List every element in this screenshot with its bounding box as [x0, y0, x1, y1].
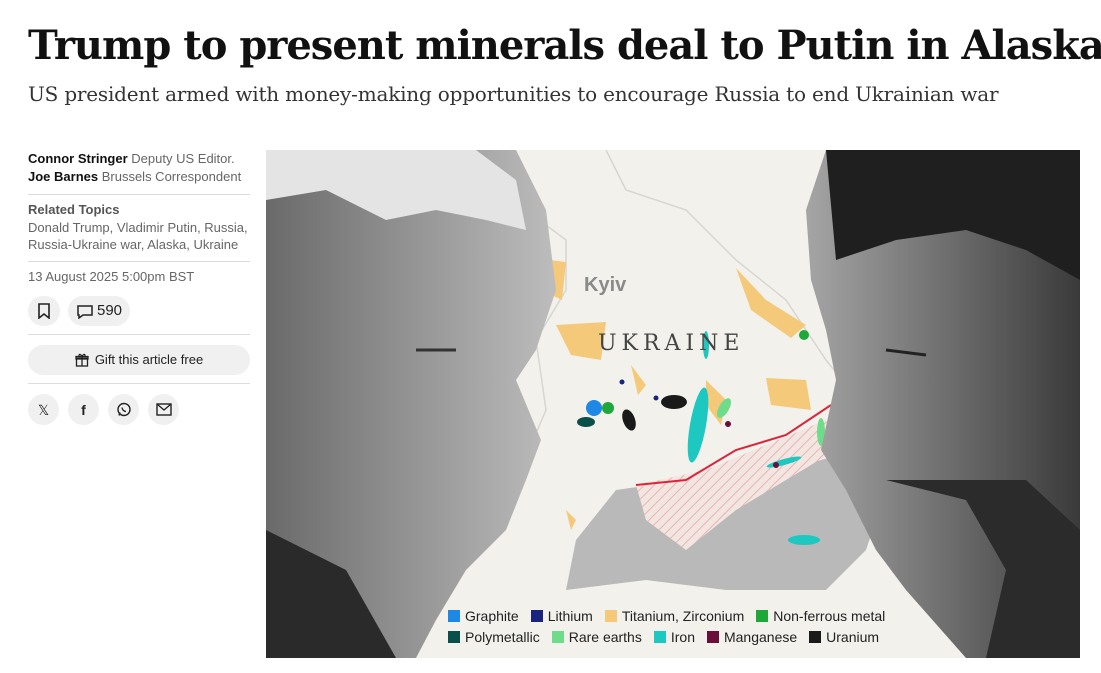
share-whatsapp-button[interactable] [108, 394, 139, 425]
lead-image[interactable]: Kyiv UKRAINE Graphite Lithium Titanium, … [266, 150, 1080, 658]
divider [28, 194, 250, 195]
legend-swatch [448, 630, 460, 643]
legend-label: Polymetallic [465, 628, 540, 645]
divider [28, 334, 250, 335]
related-topics-title: Related Topics [28, 202, 120, 217]
comment-icon [77, 304, 93, 319]
author-role: Deputy US Editor. [131, 151, 235, 166]
lead-illustration [266, 150, 1080, 658]
legend-item: Uranium [809, 629, 879, 645]
gift-icon [75, 353, 89, 367]
legend-swatch [551, 630, 564, 643]
legend-item: Polymetallic [448, 629, 540, 645]
comments-button[interactable]: 590 [68, 296, 131, 326]
bookmark-icon [38, 303, 50, 319]
legend-item: Graphite [448, 608, 519, 624]
facebook-icon: f [81, 401, 86, 418]
headline: Trump to present minerals deal to Putin … [28, 22, 1101, 69]
divider [28, 383, 250, 384]
legend-item: Rare earths [551, 628, 642, 645]
legend-item: Titanium, Zirconium [604, 607, 745, 624]
share-buttons: 𝕏 f [28, 394, 250, 425]
author-name[interactable]: Connor Stringer [28, 151, 128, 166]
email-icon [155, 403, 172, 416]
comments-count: 590 [97, 302, 123, 319]
legend-label: Rare earths [568, 628, 642, 645]
legend-item: Lithium [530, 607, 593, 624]
map-legend: Graphite Lithium Titanium, Zirconium Non… [448, 605, 885, 647]
divider [28, 261, 250, 262]
legend-label: Iron [670, 628, 695, 645]
legend-swatch [448, 609, 460, 622]
legend-item: Manganese [706, 628, 798, 645]
author-name[interactable]: Joe Barnes [28, 169, 99, 184]
whatsapp-icon [116, 402, 131, 416]
legend-swatch [809, 630, 822, 643]
legend-label: Manganese [723, 628, 798, 645]
legend-label: Titanium, Zirconium [621, 607, 745, 624]
x-icon: 𝕏 [37, 401, 50, 418]
share-facebook-button[interactable]: f [68, 394, 99, 425]
legend-swatch [604, 609, 617, 622]
legend-swatch [653, 630, 666, 643]
map-label-kyiv: Kyiv [584, 274, 627, 296]
share-x-button[interactable]: 𝕏 [28, 394, 59, 425]
article-actions: 590 [28, 296, 250, 326]
legend-label: Non-ferrous metal [773, 607, 886, 624]
legend-swatch [530, 609, 543, 622]
related-topics-list[interactable]: Donald Trump, Vladimir Putin, Russia, Ru… [28, 220, 248, 252]
bookmark-button[interactable] [28, 296, 60, 326]
publish-date: 13 August 2025 5:00pm BST [28, 269, 195, 284]
legend-item: Non-ferrous metal [756, 608, 885, 624]
legend-label: Uranium [826, 628, 880, 645]
article-sidebar: Connor Stringer Deputy US Editor. Joe Ba… [28, 150, 250, 425]
legend-swatch [706, 630, 719, 643]
legend-label: Lithium [547, 607, 593, 624]
legend-row: Polymetallic Rare earths Iron Manganese … [448, 626, 885, 647]
legend-row: Graphite Lithium Titanium, Zirconium Non… [448, 605, 885, 626]
standfirst: US president armed with money-making opp… [28, 82, 999, 106]
byline-2: Joe Barnes Brussels Correspondent [28, 168, 250, 186]
legend-swatch [756, 609, 769, 622]
byline-1: Connor Stringer Deputy US Editor. [28, 150, 250, 168]
gift-article-button[interactable]: Gift this article free [28, 345, 250, 375]
gift-label: Gift this article free [94, 352, 204, 367]
author-role: Brussels Correspondent [101, 169, 242, 184]
legend-label: Graphite [465, 607, 519, 624]
share-email-button[interactable] [148, 394, 179, 425]
map-label-country: UKRAINE [598, 331, 745, 356]
legend-item: Iron [653, 628, 695, 645]
